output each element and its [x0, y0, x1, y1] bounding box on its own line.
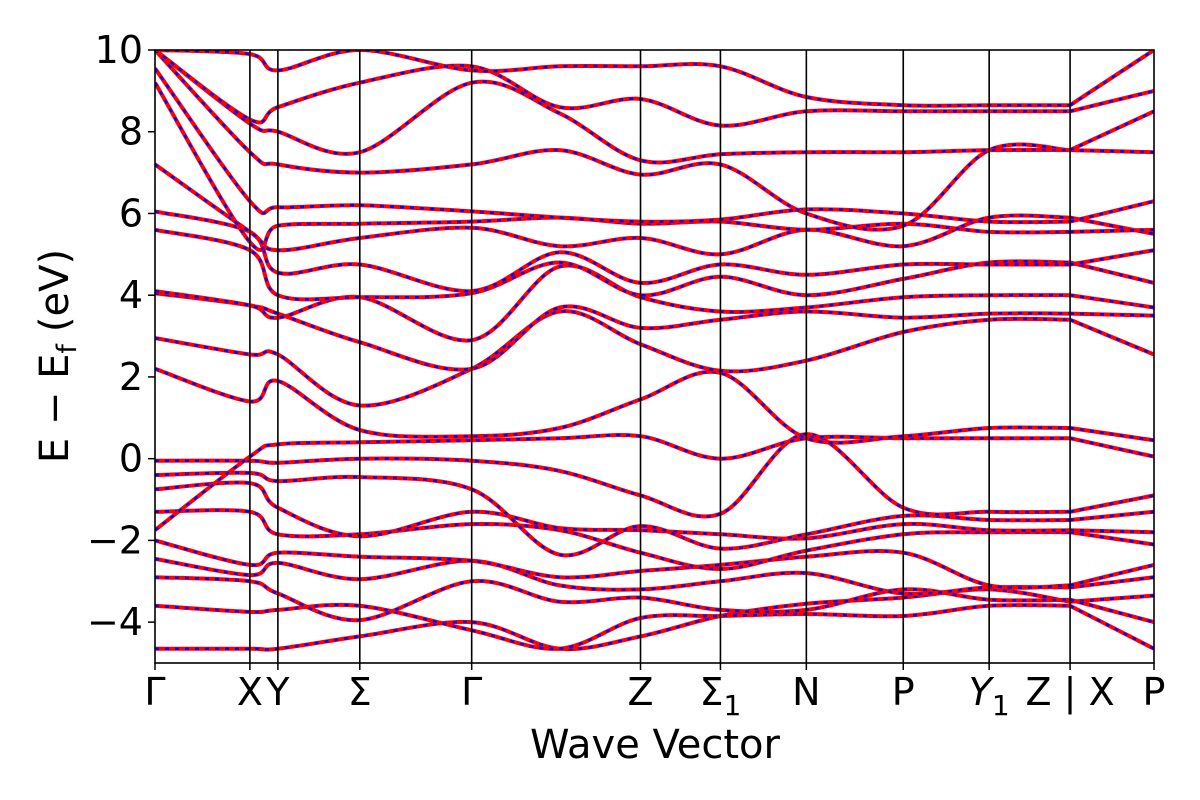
x-tick-label-part: Γ: [144, 670, 165, 714]
band-line-overlay: [1069, 563, 1154, 587]
band-line-overlay: [1069, 510, 1154, 522]
x-tick-label-part: Z: [1026, 670, 1052, 714]
band-line: [155, 50, 1071, 232]
x-tick-label: Z | X: [1026, 670, 1115, 715]
x-tick-label-part: P: [1143, 670, 1166, 714]
band-line-overlay: [1069, 261, 1154, 285]
x-tick-label-part: |: [1052, 670, 1077, 715]
band-line: [155, 50, 1071, 108]
band-line-overlay: [155, 309, 1071, 407]
band-line-overlay: [1070, 594, 1154, 603]
y-tick-label: 4: [119, 273, 143, 317]
x-tick-label-subscript: 1: [992, 689, 1010, 722]
band-line-overlay: [155, 481, 1071, 541]
band-line-overlay: [155, 432, 1071, 518]
band-line-overlay: [1070, 228, 1154, 234]
x-tick-label-part: Σ: [700, 670, 724, 714]
band-line-overlay: [155, 433, 1071, 532]
x-axis-label: Wave Vector: [530, 722, 781, 768]
band-line-overlay: [1069, 575, 1154, 589]
y-axis-label-main: E − E: [32, 354, 78, 464]
y-tick-label: −4: [87, 600, 143, 644]
x-tick-label-part: Γ: [461, 670, 482, 714]
band-line-overlay: [155, 67, 1071, 224]
band-line-overlay: [155, 50, 1071, 231]
y-tick-label: 0: [119, 437, 143, 481]
band-line-overlay: [1069, 293, 1154, 309]
band-line: [1069, 317, 1154, 357]
band-line: [1069, 604, 1154, 651]
y-tick-label: −2: [87, 518, 143, 562]
band-line-overlay: [1070, 528, 1154, 534]
x-tick-label: Σ: [348, 670, 372, 714]
band-line-overlay: [155, 50, 1071, 108]
y-axis-ticks: 10 8 6 4 2 0 −2 −4: [87, 28, 155, 644]
x-tick-label: Γ: [461, 670, 482, 714]
band-line: [155, 50, 1071, 128]
plot-area: [154, 49, 1155, 664]
band-line-overlay: [1069, 216, 1154, 236]
y-axis-label: E − Ef (eV): [32, 249, 83, 463]
x-tick-label-part: X: [1076, 670, 1114, 714]
band-line-overlay: [1069, 494, 1154, 514]
x-tick-label: Σ1: [700, 670, 742, 722]
band-lines: [155, 50, 1154, 652]
band-line-overlay: [1069, 89, 1154, 113]
y-tick-label: 2: [119, 355, 143, 399]
x-tick-label: Y: [265, 670, 290, 714]
x-tick-label-part: Y: [969, 670, 995, 714]
y-axis-label-subscript: f: [52, 343, 83, 354]
x-tick-label: Y1: [969, 670, 1010, 722]
x-tick-label: Z: [627, 670, 653, 714]
x-tick-label: Γ: [144, 670, 165, 714]
band-line-overlay: [1069, 426, 1154, 442]
band-line: [155, 480, 1071, 541]
y-tick-label: 6: [119, 191, 143, 235]
band-line-overlay: [1070, 148, 1154, 154]
band-line: [155, 309, 1071, 408]
y-tick-label: 10: [95, 28, 143, 72]
y-axis-label-unit: (eV): [32, 249, 78, 332]
x-tick-label-part: N: [792, 670, 820, 714]
band-line-overlay: [155, 50, 1071, 128]
band-line-overlay: [1069, 530, 1154, 546]
x-tick-label-part: Σ: [348, 670, 372, 714]
band-line-overlay: [1069, 436, 1154, 458]
x-tick-label: P: [1143, 670, 1166, 714]
band-line: [1069, 109, 1154, 152]
x-tick-label: X: [237, 670, 263, 714]
band-line: [155, 366, 1071, 445]
x-tick-label-subscript: 1: [724, 689, 742, 722]
x-tick-label-part: Y: [265, 670, 290, 714]
y-tick-label: 8: [119, 110, 143, 154]
x-tick-label: N: [792, 670, 820, 714]
x-tick-label-part: X: [237, 670, 263, 714]
band-line: [155, 432, 1071, 519]
band-line-overlay: [1069, 248, 1154, 266]
plot-frame: [154, 49, 1155, 664]
band-line-overlay: [1069, 50, 1154, 107]
band-line-overlay: [1069, 199, 1154, 223]
x-tick-label-part: Z: [627, 670, 653, 714]
band-line-overlay: [1069, 598, 1154, 624]
x-tick-label: P: [892, 670, 915, 714]
band-line-overlay: [1070, 312, 1154, 317]
high-symmetry-lines: [249, 50, 1071, 663]
x-tick-label-part: P: [892, 670, 915, 714]
